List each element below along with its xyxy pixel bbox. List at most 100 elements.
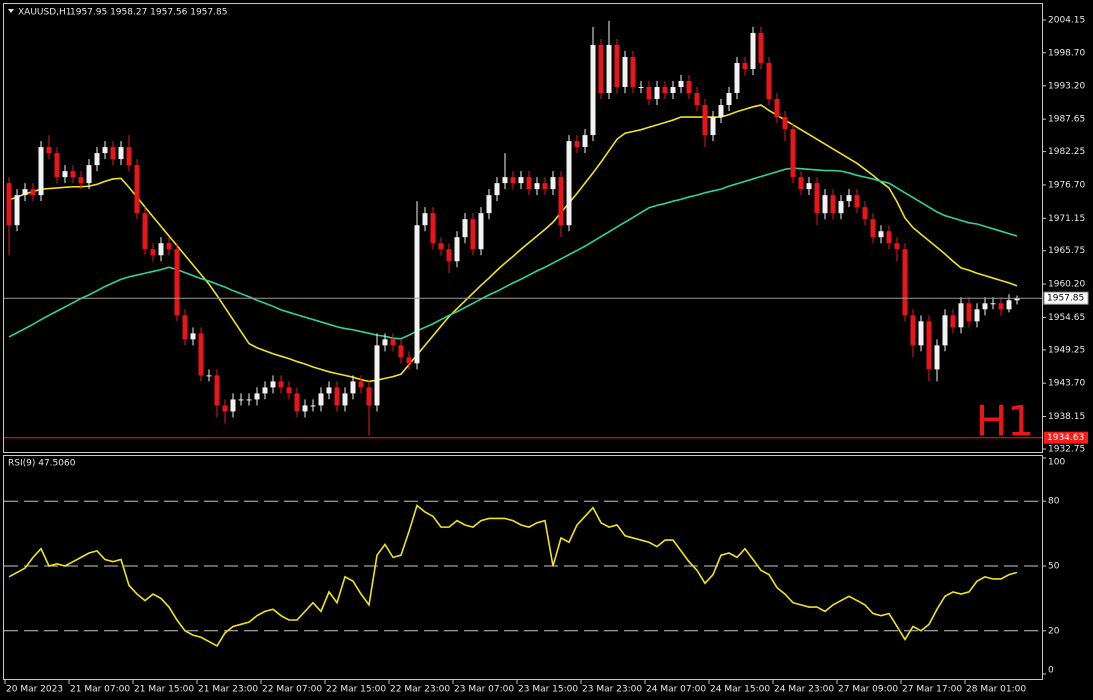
y-tick-label: 1998.70 xyxy=(1048,48,1085,58)
candle-body xyxy=(958,303,964,328)
candle-body xyxy=(606,44,612,94)
candle-body xyxy=(854,195,860,208)
candle-body xyxy=(342,393,348,406)
candle-body xyxy=(694,93,700,106)
hline-marker xyxy=(1044,431,1088,444)
candle-body xyxy=(30,189,36,196)
x-tick-label: 22 Mar 15:00 xyxy=(326,685,386,695)
y-tick-label: 1949.25 xyxy=(1048,345,1085,355)
candle-body xyxy=(182,315,188,340)
candle-body xyxy=(942,315,948,346)
candle-body xyxy=(934,345,940,370)
candle-body xyxy=(798,177,804,190)
candle-body xyxy=(878,231,884,238)
candle-body xyxy=(670,87,676,94)
candle-body xyxy=(126,147,132,166)
candle-body xyxy=(414,225,420,364)
candle-body xyxy=(654,87,660,100)
candle-body xyxy=(534,183,540,190)
x-tick-label: 23 Mar 23:00 xyxy=(582,685,642,695)
candle-body xyxy=(206,375,212,377)
candle-body xyxy=(678,81,684,88)
candle-body xyxy=(990,303,996,305)
candle-body xyxy=(174,249,180,316)
x-tick-label: 27 Mar 17:00 xyxy=(902,685,962,695)
candle-body xyxy=(406,357,412,364)
candle-body xyxy=(662,87,668,94)
candle-body xyxy=(542,183,548,190)
candle-body xyxy=(254,393,260,400)
candle-body xyxy=(574,141,580,148)
menu-arrow[interactable] xyxy=(8,9,14,13)
candle-body xyxy=(646,87,652,100)
candle-body xyxy=(270,381,276,388)
candle-body xyxy=(710,117,716,136)
rsi-title: RSI(9) 47.5060 xyxy=(8,459,76,469)
candle-body xyxy=(278,381,284,388)
candle-body xyxy=(286,387,292,394)
candle-body xyxy=(838,201,844,214)
y-tick-label: 1960.20 xyxy=(1048,280,1085,290)
y-tick-label: 50 xyxy=(1048,562,1060,572)
candle-body xyxy=(134,165,140,214)
candle-body xyxy=(566,141,572,226)
candle-body xyxy=(22,189,28,196)
candle-body xyxy=(374,345,380,406)
x-tick-label: 24 Mar 07:00 xyxy=(646,685,706,695)
candle-body xyxy=(86,165,92,184)
candle-body xyxy=(494,183,500,196)
candle-body xyxy=(902,249,908,316)
candle-body xyxy=(926,321,932,370)
candle-body xyxy=(118,147,124,160)
candle-body xyxy=(150,249,156,256)
x-tick-label: 22 Mar 23:00 xyxy=(390,685,450,695)
candle-body xyxy=(190,333,196,340)
symbol-title: XAUUSD,H1 xyxy=(18,8,72,18)
candle-body xyxy=(38,147,44,196)
y-tick-label: 1976.70 xyxy=(1048,180,1085,190)
y-tick-label: 1954.65 xyxy=(1048,313,1085,323)
candle-body xyxy=(470,219,476,250)
candle-body xyxy=(486,195,492,214)
candle-body xyxy=(814,183,820,214)
candle-body xyxy=(870,219,876,238)
y-tick-label: 1993.20 xyxy=(1048,81,1085,91)
candle-body xyxy=(438,243,444,250)
candle-body xyxy=(950,315,956,328)
x-tick-label: 28 Mar 01:00 xyxy=(966,685,1026,695)
candle-body xyxy=(910,315,916,346)
y-tick-label: 100 xyxy=(1048,458,1065,468)
candle-body xyxy=(782,117,788,130)
x-tick-label: 21 Mar 07:00 xyxy=(70,685,130,695)
candle-body xyxy=(766,62,772,100)
candle-body xyxy=(262,387,268,394)
candle-body xyxy=(198,333,204,376)
candle-body xyxy=(358,381,364,388)
y-tick-label: 1943.70 xyxy=(1048,379,1085,389)
x-tick-label: 21 Mar 15:00 xyxy=(134,685,194,695)
x-tick-label: 24 Mar 15:00 xyxy=(710,685,770,695)
bid-marker xyxy=(1043,291,1089,305)
candle-body xyxy=(822,195,828,214)
rsi-panel xyxy=(3,455,1043,680)
candle-body xyxy=(446,249,452,262)
candle-body xyxy=(966,303,972,322)
candle-body xyxy=(742,62,748,69)
candle-body xyxy=(758,32,764,63)
candle-body xyxy=(518,177,524,184)
candle-body xyxy=(582,135,588,148)
candle-body xyxy=(302,405,308,412)
watermark: H1 xyxy=(976,397,1034,446)
candle-body xyxy=(94,153,100,166)
y-tick-label: 1938.15 xyxy=(1048,412,1085,422)
y-tick-label: 1987.65 xyxy=(1048,115,1085,125)
x-tick-label: 24 Mar 23:00 xyxy=(774,685,834,695)
candle-body xyxy=(686,81,692,94)
candle-body xyxy=(70,171,76,178)
candle-body xyxy=(622,56,628,88)
price-panel xyxy=(3,3,1043,453)
candle-body xyxy=(230,399,236,412)
candle-body xyxy=(46,147,52,154)
candle-body xyxy=(558,177,564,226)
